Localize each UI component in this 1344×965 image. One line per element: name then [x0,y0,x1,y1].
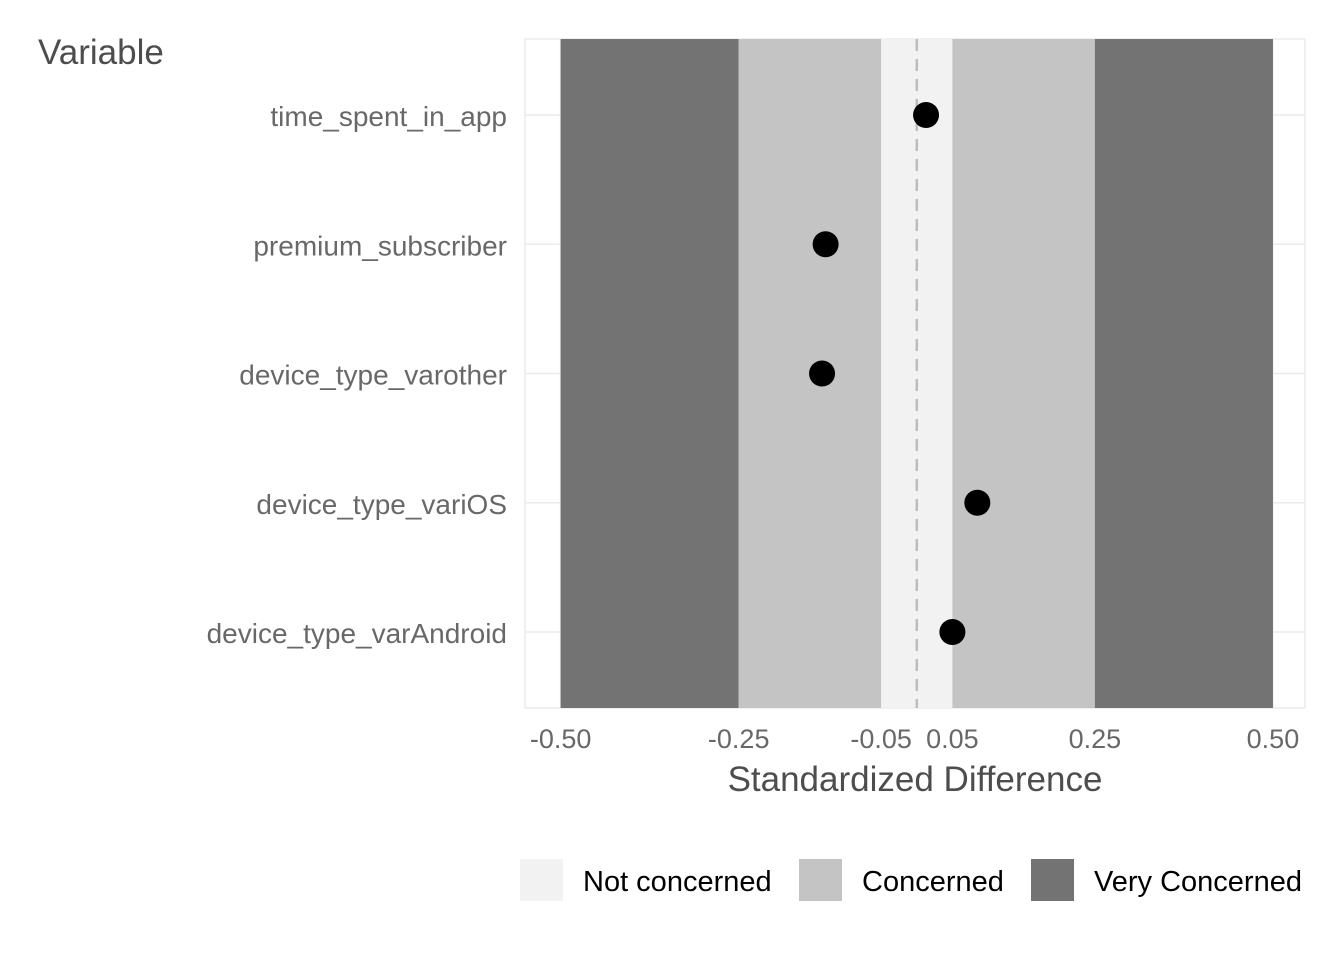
data-point-premium_subscriber [812,231,839,258]
data-point-time_spent_in_app [913,102,940,128]
concern-bands [560,39,1273,708]
y-tick-label-device_type_variOS: device_type_variOS [256,489,507,520]
data-point-device_type_varother [809,360,836,387]
legend-label-not-concerned: Not concerned [583,866,772,898]
legend-key-not-concerned [520,859,563,901]
x-tick-label-0: -0.50 [530,724,592,754]
y-axis-title: Variable [38,33,164,72]
legend-label-concerned: Concerned [862,866,1004,898]
x-axis-title: Standardized Difference [728,760,1103,799]
x-tick-label-5: 0.50 [1247,724,1300,754]
x-tick-label-4: 0.25 [1069,724,1122,754]
legend: Not concerned Concerned Very Concerned [520,859,1302,901]
x-axis-tick-labels: -0.50 -0.25 -0.05 0.05 0.25 0.50 [530,724,1299,754]
x-tick-label-2: -0.05 [850,724,912,754]
y-tick-label-device_type_varAndroid: device_type_varAndroid [207,618,507,649]
data-points [809,102,991,645]
legend-key-concerned [799,859,842,901]
x-tick-label-3: 0.05 [926,724,979,754]
y-tick-label-device_type_varother: device_type_varother [239,360,507,391]
y-tick-label-time_spent_in_app: time_spent_in_app [270,101,507,132]
band-concerned-3 [952,39,1095,708]
x-tick-label-1: -0.25 [708,724,770,754]
legend-key-very-concerned [1031,859,1074,901]
legend-label-very-concerned: Very Concerned [1094,866,1302,898]
band-very-concerned-0 [560,39,739,708]
data-point-device_type_variOS [964,489,991,516]
data-point-device_type_varAndroid [939,619,966,645]
y-tick-label-premium_subscriber: premium_subscriber [253,230,507,261]
band-very-concerned-4 [1094,39,1273,708]
y-axis-tick-labels: time_spent_in_app premium_subscriberdevic… [207,101,507,649]
